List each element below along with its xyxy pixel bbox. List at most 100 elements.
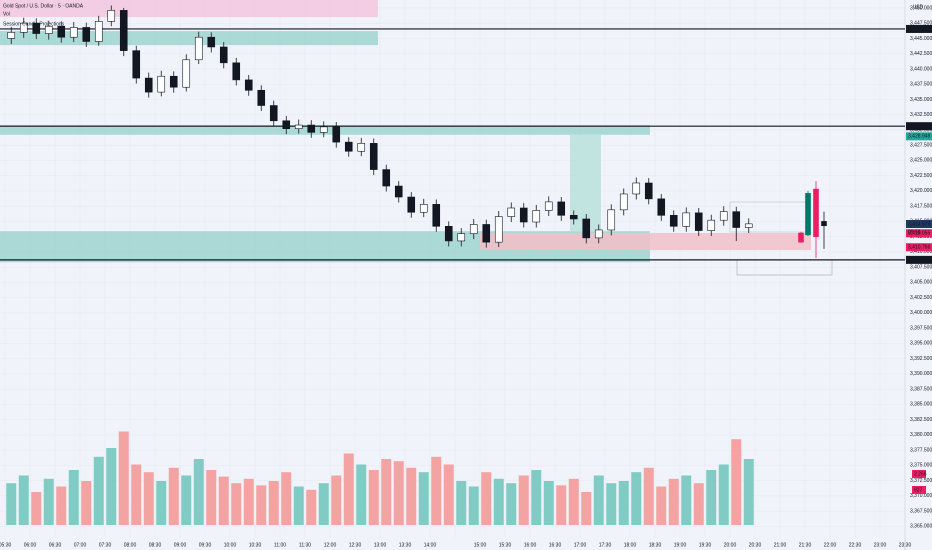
volume-label-bg bbox=[912, 486, 926, 494]
candle-body bbox=[813, 188, 819, 237]
x-tick-label: 08:30 bbox=[149, 542, 162, 548]
price-label: 3,408.697 bbox=[908, 257, 930, 263]
volume-bar bbox=[243, 478, 254, 525]
y-tick-label: 3,382.500 bbox=[910, 417, 932, 423]
candle-body bbox=[282, 120, 291, 130]
y-tick-label: 3,445.000 bbox=[910, 36, 932, 42]
candle-body bbox=[494, 216, 503, 243]
volume-bar bbox=[393, 461, 404, 525]
y-tick-label: 3,442.500 bbox=[910, 51, 932, 57]
candle-body bbox=[82, 27, 91, 42]
volume-bar bbox=[343, 453, 354, 525]
x-tick-label: 21:00 bbox=[774, 542, 787, 548]
countdown: 09:56 bbox=[908, 229, 921, 235]
y-tick-label: 3,447.500 bbox=[910, 21, 932, 27]
volume-bar bbox=[118, 431, 129, 525]
volume-bar bbox=[531, 470, 542, 525]
y-tick-label: 3,440.000 bbox=[910, 66, 932, 72]
zone bbox=[0, 0, 378, 18]
candle-body bbox=[394, 185, 403, 198]
candle-body bbox=[719, 211, 728, 221]
x-tick-label: 07:00 bbox=[74, 542, 87, 548]
x-tick-label: 13:30 bbox=[399, 542, 412, 548]
candle-body bbox=[307, 124, 316, 133]
price-label-bg bbox=[906, 24, 932, 33]
candle-body bbox=[669, 215, 678, 227]
price-label: 3,414.575 bbox=[908, 221, 930, 227]
volume-bar bbox=[406, 467, 417, 525]
y-tick-label: 3,450.000 bbox=[910, 5, 932, 11]
candle-body bbox=[257, 89, 266, 106]
indicator-label: Vol bbox=[3, 11, 10, 17]
volume-bar bbox=[593, 475, 604, 525]
volume-bar bbox=[31, 492, 42, 525]
x-tick-label: 19:30 bbox=[699, 542, 712, 548]
volume-bar bbox=[131, 464, 142, 525]
candle-body bbox=[607, 209, 616, 231]
volume-bar bbox=[706, 470, 717, 525]
volume-bar bbox=[368, 470, 379, 525]
candle-body bbox=[157, 75, 166, 93]
candle-body bbox=[269, 105, 278, 122]
candle-body bbox=[544, 201, 553, 211]
candle-body bbox=[519, 207, 528, 223]
candle-body bbox=[798, 232, 804, 243]
volume-bar bbox=[631, 472, 642, 525]
x-tick-label: 06:30 bbox=[49, 542, 62, 548]
y-tick-label: 3,407.500 bbox=[910, 264, 932, 270]
price-label: 3,430.612 bbox=[908, 124, 930, 130]
y-tick-label: 3,425.000 bbox=[910, 158, 932, 164]
candle-body bbox=[582, 218, 591, 239]
candle-body bbox=[707, 219, 716, 231]
x-tick-label: 23:00 bbox=[874, 542, 887, 548]
volume-bar bbox=[543, 481, 554, 525]
y-tick-label: 3,377.500 bbox=[910, 447, 932, 453]
price-label-bg bbox=[906, 255, 932, 264]
candle-body bbox=[457, 233, 466, 242]
y-tick-label: 3,372.500 bbox=[910, 478, 932, 484]
x-tick-label: 09:30 bbox=[199, 542, 212, 548]
volume-label-bg bbox=[912, 470, 926, 478]
candle-body bbox=[557, 201, 566, 216]
candle-body bbox=[182, 59, 191, 88]
y-tick-label: 3,435.000 bbox=[910, 97, 932, 103]
volume-bar bbox=[431, 456, 442, 525]
price-label-bg bbox=[906, 229, 932, 238]
x-tick-label: 12:00 bbox=[324, 542, 337, 548]
price-label: 3,413.055 bbox=[908, 231, 930, 237]
candle-body bbox=[107, 10, 116, 22]
volume-bar bbox=[18, 475, 29, 525]
candle-body bbox=[244, 79, 253, 91]
x-tick-label: 22:00 bbox=[824, 542, 837, 548]
x-tick-label: 11:30 bbox=[299, 542, 311, 548]
x-tick-label: 18:30 bbox=[649, 542, 662, 548]
x-tick-label: 14:00 bbox=[424, 542, 437, 548]
x-tick-label: 10:30 bbox=[249, 542, 262, 548]
candle-body bbox=[19, 22, 28, 33]
volume-bar bbox=[443, 464, 454, 525]
candle-body bbox=[805, 193, 811, 236]
volume-label: 927 bbox=[914, 487, 923, 493]
candle-body bbox=[194, 36, 203, 61]
volume-bar bbox=[468, 486, 479, 525]
volume-bar bbox=[693, 483, 704, 525]
currency: USD bbox=[913, 4, 924, 10]
candle-body bbox=[357, 143, 366, 152]
candle-body bbox=[644, 182, 653, 200]
volume-bar bbox=[556, 485, 567, 525]
x-tick-label: 16:00 bbox=[524, 542, 537, 548]
volume-bar bbox=[293, 486, 304, 525]
y-tick-label: 3,397.500 bbox=[910, 325, 932, 331]
candle-body bbox=[144, 77, 153, 93]
volume-label: 2.266 bbox=[914, 471, 927, 477]
candle-body bbox=[169, 75, 178, 88]
y-tick-label: 3,367.500 bbox=[910, 508, 932, 514]
volume-bar bbox=[481, 472, 492, 525]
price-label-bg bbox=[906, 122, 932, 131]
volume-bar bbox=[268, 481, 279, 525]
y-tick-label: 3,390.000 bbox=[910, 371, 932, 377]
candle-body bbox=[69, 27, 78, 38]
candle-body bbox=[682, 212, 691, 227]
price-label: 3,410.766 bbox=[908, 245, 930, 251]
price-label: 3,446.554 bbox=[908, 26, 930, 32]
